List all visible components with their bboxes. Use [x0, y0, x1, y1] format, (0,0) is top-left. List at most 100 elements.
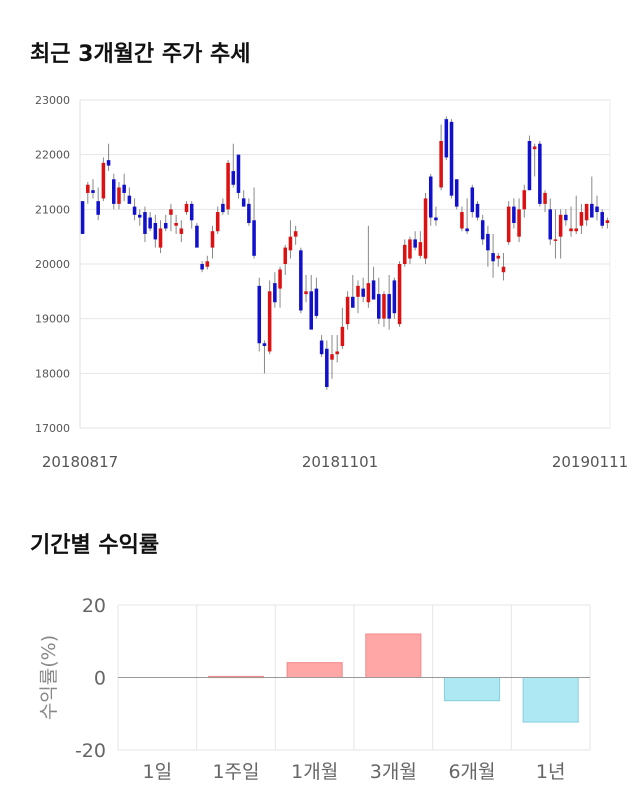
candle-up — [179, 228, 184, 234]
y-axis-label: 수익률(%) — [38, 635, 60, 720]
candle-up — [158, 228, 163, 248]
candle-down — [387, 294, 391, 319]
candle-up — [460, 212, 464, 229]
candle-down — [548, 209, 553, 240]
candle-up — [423, 198, 428, 259]
candle-up — [439, 141, 443, 188]
candle-down — [377, 294, 381, 319]
candle-down — [231, 171, 236, 185]
x-tick-label: 20190111 — [552, 453, 628, 471]
candle-down — [361, 288, 365, 297]
candle-down — [96, 201, 100, 215]
candle-down — [434, 217, 438, 221]
candle-up — [101, 162, 106, 199]
candle-down — [137, 214, 142, 218]
candle-down — [314, 288, 319, 316]
candle-up — [174, 223, 178, 226]
candle-down — [106, 160, 111, 166]
candle-up — [278, 269, 282, 289]
candle-up — [169, 209, 173, 215]
x-tick-label: 1년 — [536, 761, 566, 783]
candle-down — [470, 187, 475, 213]
y-tick-label: 18000 — [35, 367, 70, 380]
candle-up — [397, 264, 402, 325]
y-tick-label: 19000 — [35, 313, 70, 326]
candle-down — [527, 141, 532, 191]
candle-up — [501, 266, 506, 273]
candle-up — [184, 203, 189, 213]
candle-up — [226, 162, 230, 210]
candle-down — [91, 190, 95, 193]
candle-up — [117, 187, 121, 204]
candle-down — [127, 195, 132, 204]
price-trend-title: 최근 3개월간 주가 추세 — [30, 42, 251, 67]
candle-down — [122, 184, 126, 193]
bar-series — [207, 633, 579, 723]
candle-down — [512, 206, 516, 223]
candle-up — [553, 239, 558, 241]
return-bar-positive — [365, 633, 422, 678]
candle-y-axis: 17000 18000 19000 20000 21000 22000 23000 — [35, 94, 70, 435]
y-tick-label: 17000 — [35, 422, 70, 435]
candle-up — [558, 214, 563, 237]
candle-down — [454, 179, 459, 207]
candle-up — [569, 228, 573, 232]
candle-down — [257, 285, 262, 344]
candle-down — [538, 143, 542, 204]
y-tick-label: 0 — [94, 668, 106, 690]
return-bar-negative — [522, 677, 579, 723]
candle-down — [252, 220, 256, 256]
candle-up — [210, 231, 215, 248]
y-tick-label: 20 — [82, 595, 106, 617]
candle-down — [163, 223, 168, 229]
candle-up — [543, 192, 547, 204]
candle-up — [345, 296, 350, 325]
candle-up — [267, 291, 272, 352]
candle-down — [351, 296, 355, 308]
candle-down — [112, 179, 116, 204]
candle-down — [200, 264, 204, 270]
candle-up — [402, 244, 407, 264]
candle-up — [335, 351, 339, 355]
candle-up — [215, 212, 220, 232]
candle-down — [444, 119, 449, 158]
candle-down — [189, 203, 194, 221]
candle-down — [371, 280, 376, 300]
y-tick-label: -20 — [75, 740, 106, 762]
candle-down — [221, 203, 225, 213]
candle-up — [574, 228, 578, 232]
candle-down — [247, 203, 251, 223]
y-tick-label: 21000 — [35, 203, 70, 216]
price-candlestick-chart: 17000 18000 19000 20000 21000 22000 23000 2018… — [35, 94, 628, 471]
y-tick-label: 22000 — [35, 149, 70, 162]
candle-up — [522, 190, 527, 210]
candle-up — [605, 220, 610, 223]
candle-down — [465, 228, 469, 232]
candle-down — [475, 203, 480, 218]
candle-down — [319, 340, 324, 355]
candle-up — [506, 206, 511, 243]
candle-up — [304, 291, 308, 295]
candle-up — [517, 209, 521, 237]
candle-down — [195, 225, 199, 248]
candle-down — [325, 348, 329, 387]
x-tick-label: 20180817 — [42, 453, 118, 471]
candle-down — [449, 121, 454, 196]
y-tick-label: 23000 — [35, 94, 70, 107]
candle-x-axis: 20180817 20181101 20190111 — [42, 453, 628, 471]
return-bar-positive — [286, 662, 343, 678]
x-tick-label: 3개월 — [370, 761, 417, 783]
candle-up — [408, 239, 412, 259]
candle-down — [600, 212, 604, 226]
candle-up — [340, 326, 345, 346]
x-tick-label: 1개월 — [291, 761, 338, 783]
candle-down — [153, 223, 158, 240]
x-tick-label: 1주일 — [212, 761, 259, 783]
candle-down — [590, 203, 594, 218]
candle-down — [564, 214, 568, 221]
candle-down — [241, 198, 246, 207]
candle-up — [330, 354, 334, 360]
candle-up — [579, 212, 584, 226]
candle-up — [584, 203, 589, 221]
candle-down — [309, 291, 313, 330]
